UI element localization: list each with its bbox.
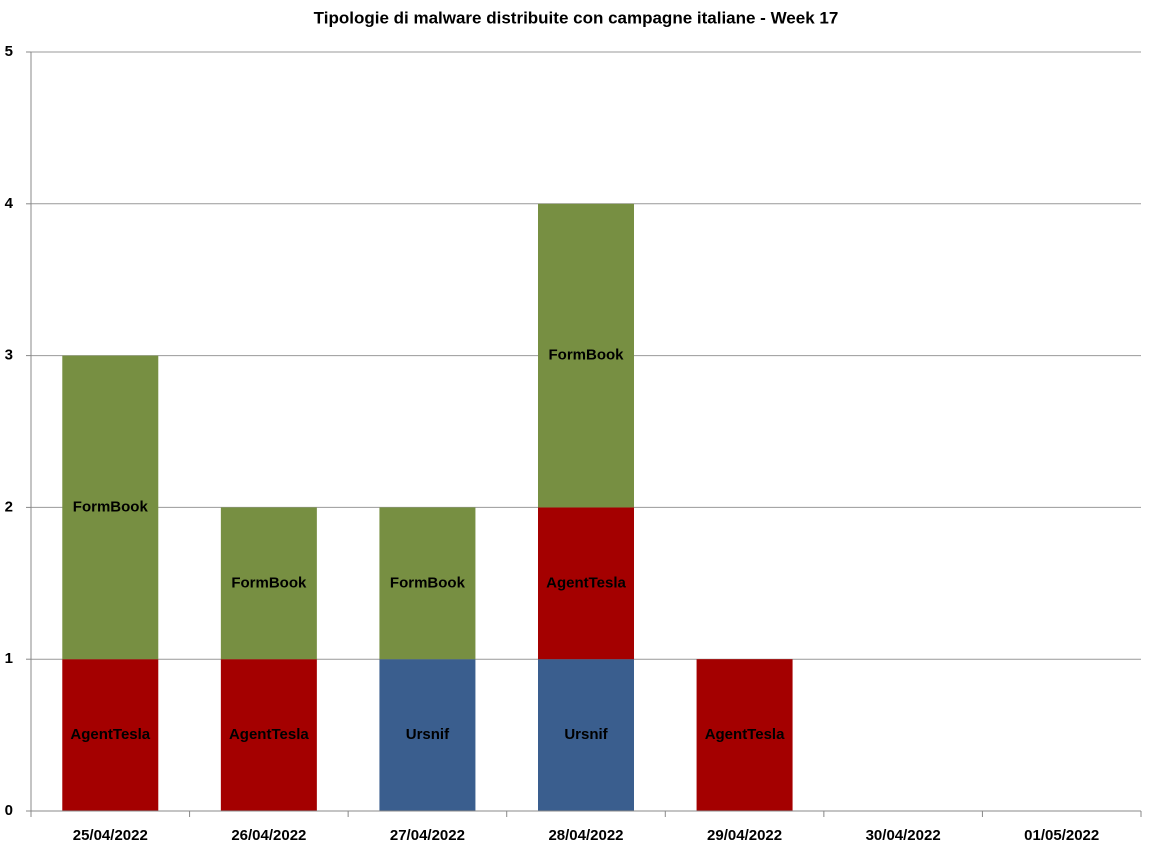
data-label: AgentTesla — [705, 726, 785, 743]
y-tick-label: 4 — [5, 195, 14, 212]
y-tick-label: 5 — [5, 43, 13, 60]
data-label: FormBook — [73, 498, 149, 515]
x-tick-label: 01/05/2022 — [1024, 827, 1099, 844]
bar-segment — [538, 507, 634, 660]
bar-segment — [696, 659, 793, 811]
x-tick-label: 28/04/2022 — [548, 827, 623, 844]
x-tick-label: 27/04/2022 — [390, 827, 465, 844]
y-tick-label: 0 — [5, 802, 13, 819]
data-label: Ursnif — [406, 726, 450, 743]
bar-segment — [538, 659, 634, 811]
data-label: FormBook — [231, 574, 307, 591]
bar-segment — [379, 507, 476, 660]
y-tick-label: 3 — [5, 347, 13, 364]
data-label: AgentTesla — [70, 726, 150, 743]
bar-segment — [62, 659, 159, 811]
bar-segment — [62, 355, 159, 660]
data-label: FormBook — [390, 574, 466, 591]
x-tick-label: 25/04/2022 — [73, 827, 148, 844]
bar-segment — [220, 659, 317, 811]
y-tick-label: 1 — [5, 650, 13, 667]
y-tick-label: 2 — [5, 498, 13, 515]
data-label: FormBook — [549, 347, 625, 364]
x-tick-label: 26/04/2022 — [231, 827, 306, 844]
bar-segment — [538, 203, 634, 508]
chart-title: Tipologie di malware distribuite con cam… — [314, 8, 839, 27]
data-label: AgentTesla — [229, 726, 309, 743]
x-tick-label: 30/04/2022 — [866, 827, 941, 844]
data-label: AgentTesla — [546, 574, 626, 591]
bar-segment — [220, 507, 317, 660]
bar-segment — [379, 659, 476, 811]
x-tick-label: 29/04/2022 — [707, 827, 782, 844]
data-label: Ursnif — [564, 726, 608, 743]
